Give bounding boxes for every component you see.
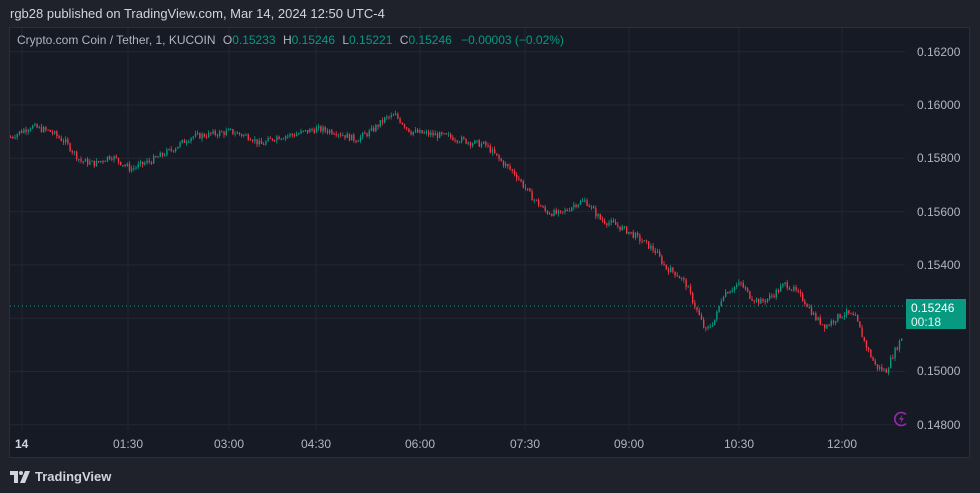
x-tick-label: 03:00 <box>213 437 245 451</box>
close-label: C <box>399 33 409 47</box>
low-label: L <box>342 33 350 47</box>
y-tick-label: 0.15000 <box>917 364 961 378</box>
x-tick-label: 01:30 <box>112 437 144 451</box>
y-tick-label: 0.15600 <box>917 205 961 219</box>
x-tick-label: 09:00 <box>613 437 645 451</box>
y-tick-label: 0.16000 <box>917 98 961 112</box>
bar-countdown: 00:18 <box>911 315 942 329</box>
x-tick-label: 14 <box>15 437 29 451</box>
price-change: −0.00003 (−0.02%) <box>461 33 564 47</box>
x-tick-label: 07:30 <box>509 437 541 451</box>
chart-pane[interactable] <box>9 27 970 458</box>
last-price-value: 0.15246 <box>911 301 955 315</box>
published-by-text: rgb28 published on TradingView.com, Mar … <box>10 6 385 21</box>
y-tick-label: 0.16200 <box>917 45 961 59</box>
low-value: 0.15221 <box>349 33 393 47</box>
high-label: H <box>282 33 292 47</box>
tradingview-logo-icon <box>10 470 30 483</box>
open-value: 0.15233 <box>232 33 276 47</box>
open-label: O <box>222 33 233 47</box>
x-tick-label: 04:30 <box>300 437 332 451</box>
y-tick-label: 0.14800 <box>917 418 961 432</box>
tradingview-brand: TradingView <box>35 469 112 484</box>
close-value: 0.15246 <box>408 33 452 47</box>
y-tick-label: 0.15400 <box>917 258 961 272</box>
symbol-title[interactable]: Crypto.com Coin / Tether, 1, KUCOIN <box>17 33 216 47</box>
tradingview-logo[interactable]: TradingView <box>10 469 111 484</box>
x-tick-label: 06:00 <box>404 437 436 451</box>
high-value: 0.15246 <box>291 33 335 47</box>
symbol-legend: Crypto.com Coin / Tether, 1, KUCOIN O0.1… <box>17 33 564 47</box>
x-tick-label: 10:30 <box>723 437 755 451</box>
y-tick-label: 0.15800 <box>917 151 961 165</box>
x-tick-label: 12:00 <box>826 437 858 451</box>
last-price-tag: 0.15246 00:18 <box>906 299 966 329</box>
lightning-icon[interactable] <box>893 411 909 427</box>
